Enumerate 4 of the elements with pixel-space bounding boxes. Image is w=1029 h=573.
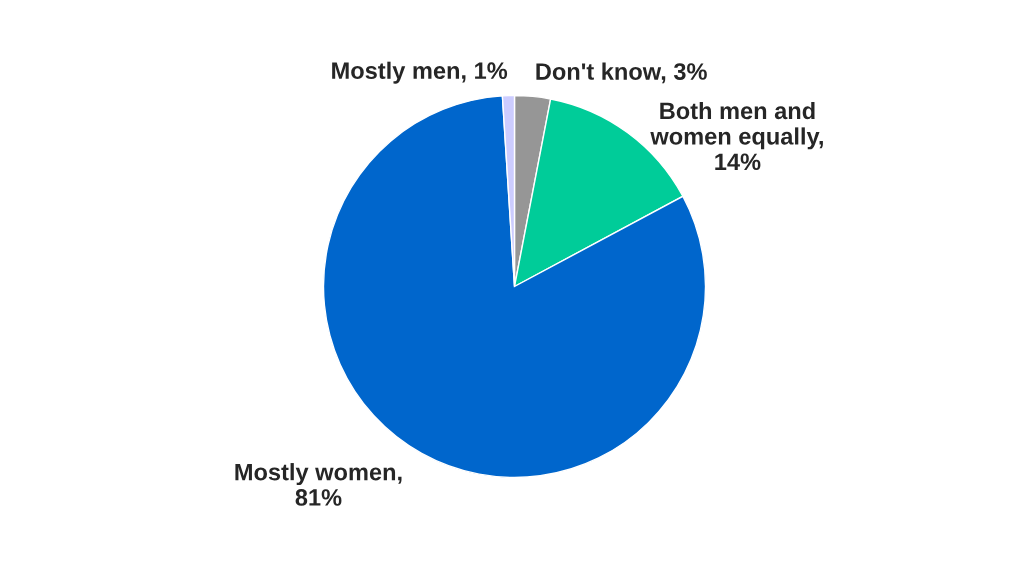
slice-label: Both men and women equally, 14%	[650, 101, 823, 171]
slice-label: Don't know, 3%	[536, 62, 707, 84]
slice-label: Mostly men, 1%	[332, 61, 508, 84]
slice-label: Mostly women, 81%	[235, 463, 402, 506]
